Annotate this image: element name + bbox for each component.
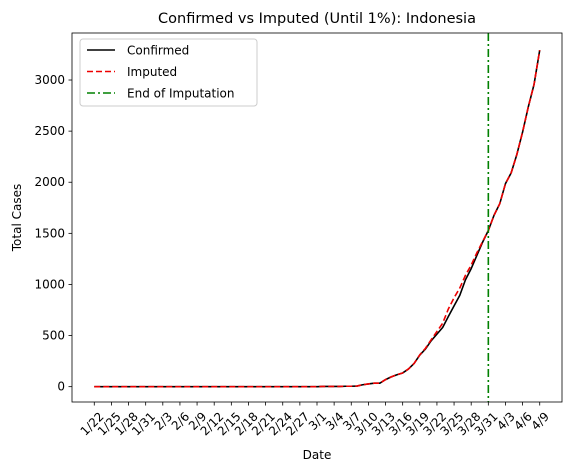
legend-box [79,38,258,107]
y-axis-label: Total Cases [10,184,24,252]
legend-label-confirmed: Confirmed [127,44,189,58]
y-tick-label: 2000 [34,175,65,189]
x-tick-label: 4/9 [529,409,553,433]
y-axis: 0 500 1000 1500 2000 2500 3000 [34,73,72,394]
plot-area [94,33,541,402]
y-tick-label: 0 [57,380,65,394]
series-line-imputed [94,49,541,388]
x-axis: 1/221/251/281/312/32/62/92/122/152/182/2… [78,402,552,438]
y-tick-label: 1500 [34,226,65,240]
y-tick-label: 3000 [34,73,65,87]
legend-label-end-of-imputation: End of Imputation [127,87,235,101]
y-tick-label: 2500 [34,124,65,138]
chart-title: Confirmed vs Imputed (Until 1%): Indones… [158,11,476,27]
x-axis-label: Date [303,448,332,462]
y-tick-label: 1000 [34,277,65,291]
y-tick-label: 500 [42,329,65,343]
legend-label-imputed: Imputed [127,65,177,79]
legend: Confirmed Imputed End of Imputation [79,38,258,107]
